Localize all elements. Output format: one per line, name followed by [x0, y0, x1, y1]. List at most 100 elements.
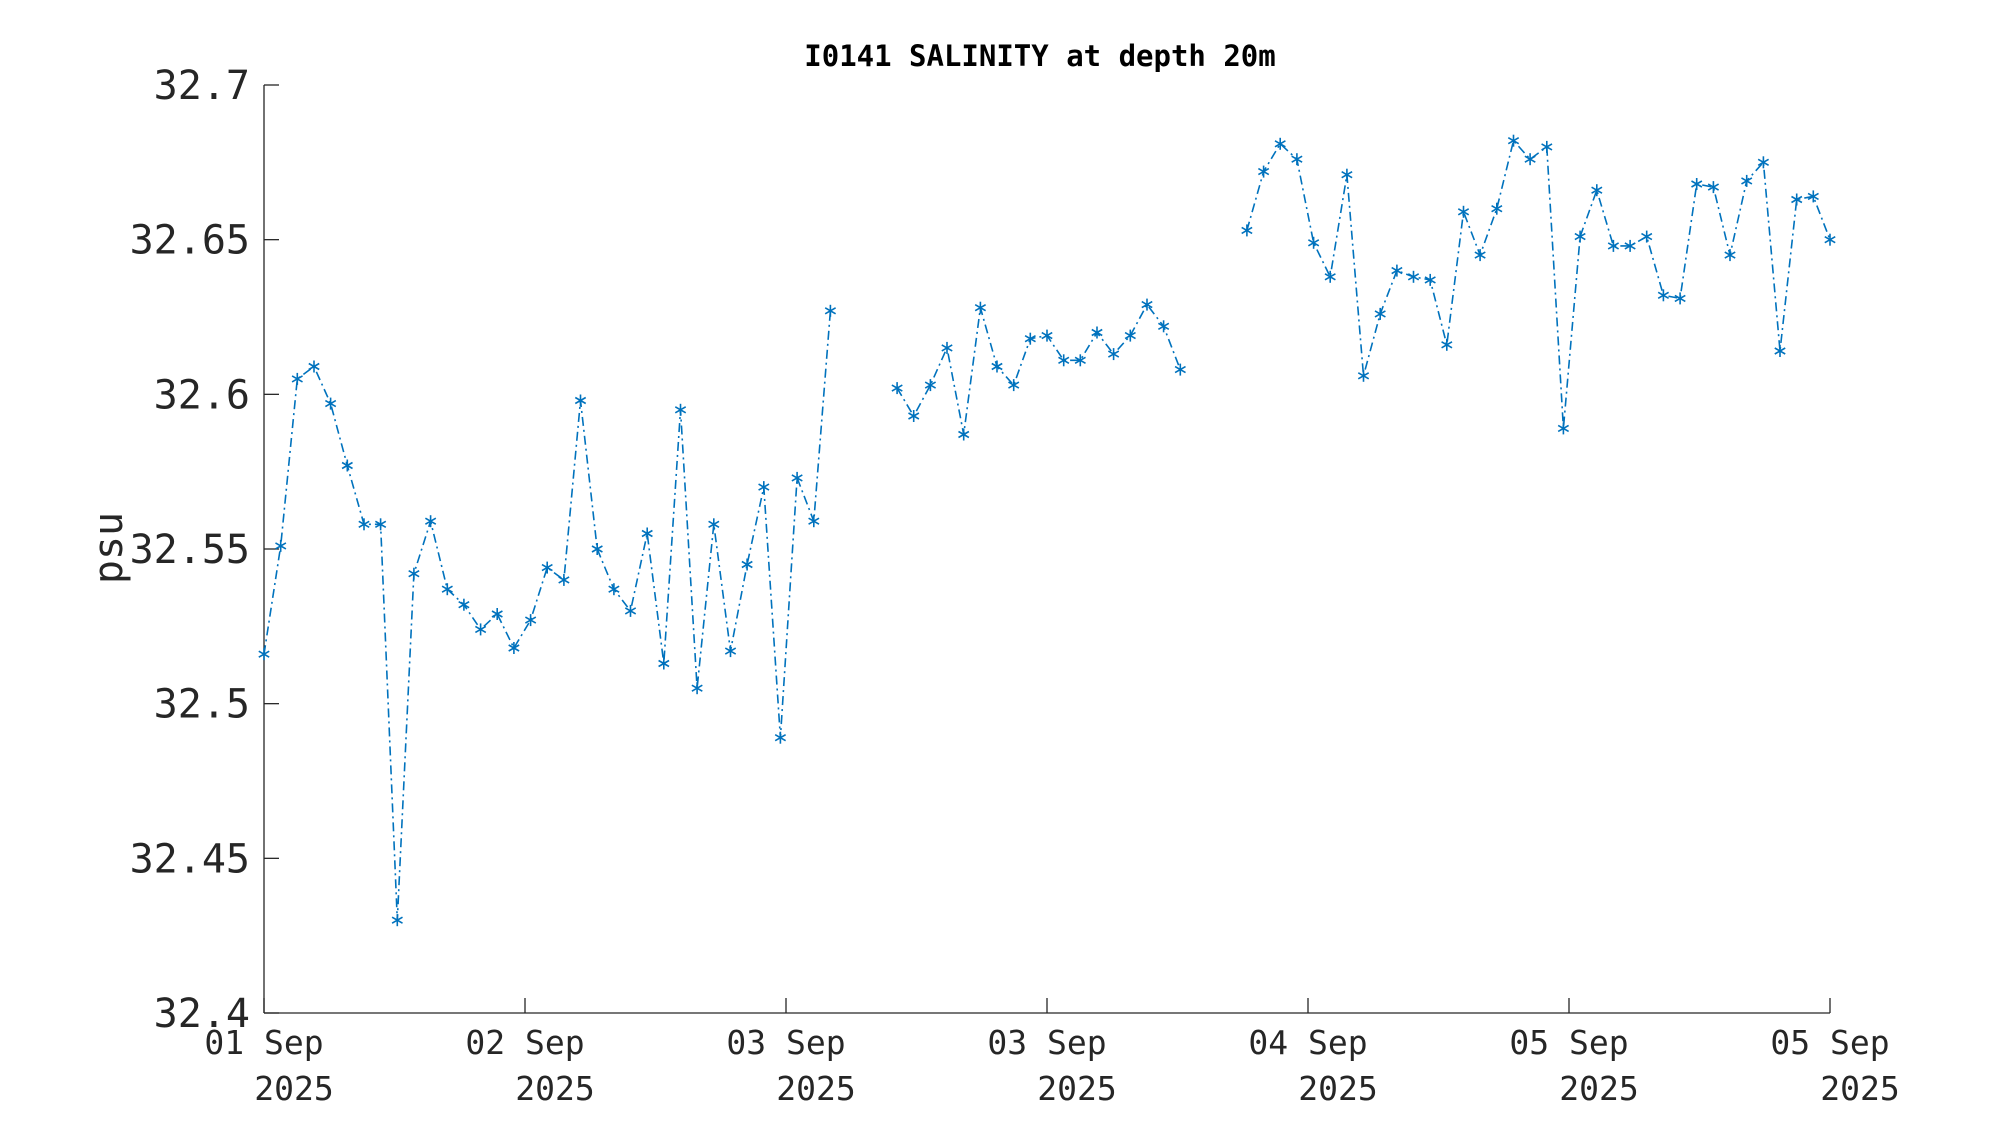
data-point — [458, 598, 470, 611]
x-tick-label-year: 2025 — [254, 1069, 333, 1108]
data-point — [1174, 363, 1186, 376]
data-point — [774, 731, 787, 744]
x-tick-label-year: 2025 — [1037, 1069, 1116, 1108]
x-axis-ticks: 01 Sep 2025 02 Sep 2025 03 Sep 2025 03 Sep 2025… — [204, 998, 1900, 1108]
data-point — [1641, 230, 1653, 243]
data-point — [1741, 174, 1753, 187]
data-point — [1307, 236, 1320, 249]
data-point — [1591, 184, 1603, 197]
data-point — [341, 459, 353, 472]
data-point — [1707, 181, 1720, 194]
data-point — [324, 397, 337, 410]
data-point — [1824, 233, 1836, 246]
data-point — [1074, 354, 1086, 367]
data-point — [1691, 178, 1703, 190]
data-point — [1257, 165, 1270, 178]
data-point — [1391, 264, 1403, 277]
data-point — [558, 573, 570, 586]
data-point — [608, 583, 620, 596]
data-point — [691, 682, 703, 695]
data-point — [408, 567, 420, 580]
y-tick-label: 32.4 — [154, 991, 250, 1037]
data-point — [941, 341, 953, 354]
data-point — [958, 428, 970, 441]
data-point — [291, 372, 303, 385]
data-point — [624, 604, 637, 617]
data-point — [974, 301, 987, 314]
x-tick-label-date: 03 Sep — [987, 1023, 1106, 1062]
data-point — [1041, 329, 1053, 342]
data-point — [424, 515, 437, 528]
data-point — [358, 518, 370, 531]
data-point — [791, 471, 803, 484]
x-tick-label-year: 2025 — [1820, 1069, 1899, 1108]
data-point — [1374, 307, 1386, 320]
series-line-segment-1 — [263, 310, 832, 921]
data-point — [1058, 354, 1070, 367]
y-tick-label: 32.7 — [154, 63, 250, 109]
data-point — [1757, 156, 1770, 169]
data-point — [1574, 230, 1586, 243]
y-tick-label: 32.6 — [154, 372, 250, 418]
data-point — [1557, 422, 1570, 435]
data-point — [1357, 369, 1370, 382]
data-point — [1324, 270, 1336, 283]
data-point — [1157, 320, 1170, 333]
chart-title: I0141 SALINITY at depth 20m — [804, 39, 1275, 73]
data-point — [1774, 345, 1786, 357]
data-point — [1341, 168, 1353, 181]
data-point — [908, 410, 920, 422]
data-point — [1291, 153, 1303, 166]
y-tick-label: 32.55 — [130, 527, 250, 573]
y-tick-label: 32.5 — [154, 682, 250, 728]
data-point — [1091, 326, 1103, 339]
data-point — [1541, 140, 1553, 153]
data-point — [1724, 249, 1736, 262]
x-tick-label-date: 05 Sep — [1770, 1023, 1889, 1062]
data-point — [1441, 338, 1453, 351]
data-point — [441, 583, 453, 596]
data-point — [641, 527, 653, 540]
data-point — [1624, 239, 1636, 252]
data-point — [541, 561, 553, 574]
data-point — [1807, 190, 1819, 203]
axes — [263, 85, 1830, 1014]
y-axis-label: psu — [86, 512, 132, 584]
data-point — [1008, 379, 1020, 392]
data-point — [474, 623, 487, 636]
data-point — [924, 379, 937, 392]
data-point — [1674, 292, 1686, 305]
x-tick-label-year: 2025 — [1559, 1069, 1638, 1108]
data-point — [1507, 134, 1520, 147]
data-point — [658, 657, 670, 670]
data-series — [258, 134, 1836, 927]
data-point — [1491, 202, 1503, 215]
data-point — [1524, 153, 1536, 166]
x-tick-label-date: 02 Sep — [465, 1023, 584, 1062]
x-tick-label-year: 2025 — [1298, 1069, 1377, 1108]
data-point — [991, 360, 1003, 373]
series-line-segment-2 — [896, 303, 1182, 435]
y-tick-label: 32.45 — [130, 836, 250, 882]
x-tick-label-date: 04 Sep — [1248, 1023, 1367, 1062]
data-point — [574, 394, 587, 407]
data-point — [891, 382, 903, 395]
data-point — [1107, 348, 1120, 361]
data-point — [491, 608, 503, 620]
data-point — [741, 558, 753, 571]
data-point — [758, 481, 770, 494]
x-tick-label-date: 01 Sep — [204, 1023, 323, 1062]
x-tick-label-year: 2025 — [776, 1069, 855, 1108]
y-tick-label: 32.65 — [130, 218, 250, 264]
data-point — [1274, 137, 1286, 150]
data-point — [1457, 205, 1470, 218]
data-point — [258, 648, 270, 661]
data-point — [1791, 193, 1803, 206]
data-point — [391, 914, 403, 927]
x-tick-label-year: 2025 — [515, 1069, 594, 1108]
data-point — [1607, 239, 1620, 252]
data-point — [308, 360, 320, 373]
series-line-segment-3 — [1246, 139, 1831, 429]
data-point — [1407, 270, 1420, 283]
